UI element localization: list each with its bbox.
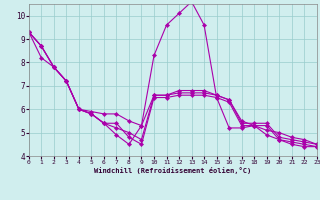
X-axis label: Windchill (Refroidissement éolien,°C): Windchill (Refroidissement éolien,°C) [94, 167, 252, 174]
